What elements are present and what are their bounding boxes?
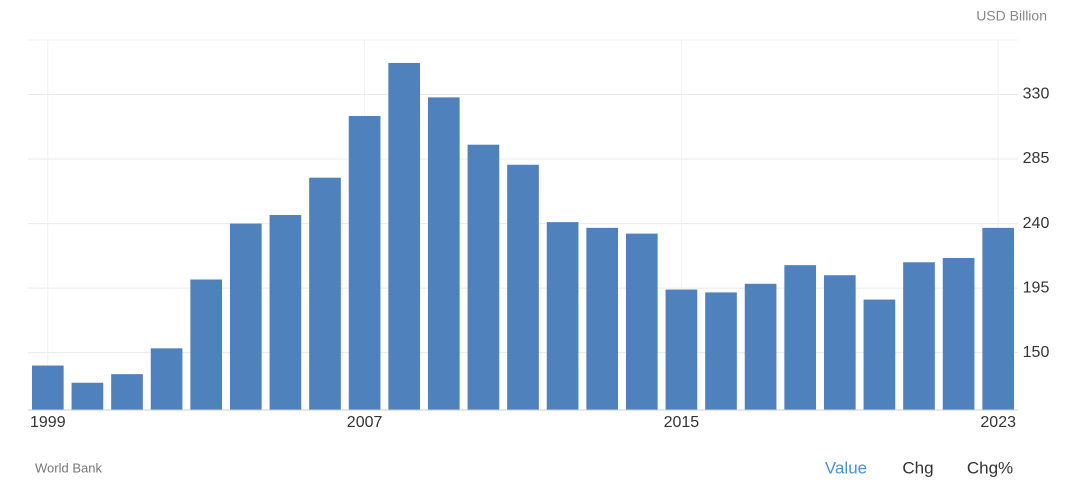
tab[interactable]: Chg% <box>967 458 1013 477</box>
tab[interactable]: Chg <box>902 458 933 477</box>
bar <box>586 227 619 410</box>
bar <box>467 144 500 410</box>
bar <box>507 164 539 410</box>
bar <box>546 222 579 410</box>
y-tick-label: 150 <box>1023 344 1050 361</box>
source: World Bank <box>35 460 102 475</box>
bar <box>863 299 896 410</box>
bar <box>903 262 935 410</box>
y-tick-label: 195 <box>1023 279 1050 296</box>
x-tick-label: 2007 <box>347 414 383 431</box>
bar <box>625 233 658 410</box>
bar <box>31 365 64 410</box>
bar <box>71 382 104 410</box>
bar <box>309 177 341 410</box>
unit-label: USD Billion <box>976 8 1047 24</box>
tab[interactable]: Value <box>825 458 867 477</box>
x-tick-label: 2023 <box>980 414 1016 431</box>
x-tick-label: 1999 <box>30 414 66 431</box>
bar <box>388 62 421 410</box>
bar <box>111 374 143 410</box>
bar <box>229 223 262 410</box>
bar <box>665 289 698 410</box>
bar <box>744 283 777 410</box>
bar <box>784 265 817 410</box>
bar <box>982 227 1015 410</box>
y-tick-label: 285 <box>1023 150 1050 167</box>
x-tick-label: 2015 <box>664 414 700 431</box>
bar <box>823 275 856 410</box>
bar <box>705 292 737 410</box>
bar <box>190 279 223 410</box>
y-tick-label: 240 <box>1023 215 1050 232</box>
bar <box>942 257 975 410</box>
bar <box>427 97 460 410</box>
y-tick-label: 330 <box>1023 86 1050 103</box>
bar <box>348 116 381 410</box>
bar <box>150 348 183 410</box>
bar <box>269 214 302 410</box>
